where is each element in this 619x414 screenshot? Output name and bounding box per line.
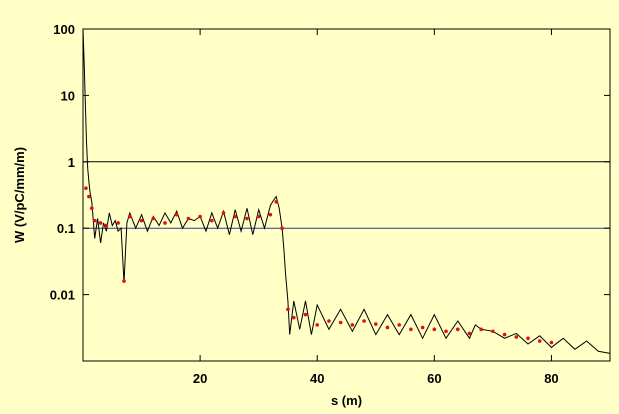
series-marker <box>89 206 94 211</box>
series-marker <box>198 214 202 219</box>
series-marker <box>385 325 390 330</box>
series-marker <box>151 216 156 221</box>
x-tick-label: 20 <box>193 371 207 386</box>
series-marker <box>537 339 542 343</box>
series-marker <box>373 322 378 326</box>
series-marker <box>315 323 320 327</box>
series-marker <box>362 319 366 323</box>
series-marker <box>491 329 495 334</box>
x-tick-label: 40 <box>310 371 324 386</box>
series-marker <box>104 223 109 228</box>
series-marker <box>409 327 413 332</box>
series-marker <box>526 336 530 341</box>
series-marker <box>514 335 519 339</box>
y-tick-label: 100 <box>53 22 75 37</box>
series-marker <box>233 214 238 219</box>
series-marker <box>286 307 290 312</box>
series-marker <box>444 329 448 334</box>
series-marker <box>116 221 120 225</box>
series-marker <box>221 211 226 215</box>
series-marker <box>338 320 343 325</box>
reference-lines <box>83 161 610 229</box>
series-line-0 <box>82 28 611 354</box>
series-marker <box>479 327 483 332</box>
series-marker <box>256 214 261 219</box>
series-marker <box>502 332 507 337</box>
y-tick-label: 0.1 <box>57 221 75 236</box>
ticks-layer: 20 40 60 80 0.01 0.1 1 10 100 <box>50 22 610 386</box>
series-marker <box>327 319 331 323</box>
series-marker <box>186 216 191 221</box>
series-marker <box>303 312 308 317</box>
series-marker <box>292 315 296 320</box>
y-axis-label: W (V/pC/mm/m) <box>12 147 27 243</box>
x-tick-label: 80 <box>544 371 558 386</box>
series-marker <box>280 226 284 230</box>
series-marker <box>174 212 179 217</box>
series-marker <box>432 327 437 332</box>
series-marker <box>128 214 132 219</box>
y-tick-label: 0.01 <box>50 288 75 303</box>
series-marker <box>122 279 126 283</box>
y-tick-label: 10 <box>61 88 75 103</box>
plot-frame <box>82 28 611 362</box>
series-marker <box>549 340 554 345</box>
series-marker <box>84 186 88 191</box>
series-marker <box>350 323 355 327</box>
series-marker <box>274 199 279 204</box>
y-tick-label: 1 <box>68 155 75 170</box>
series-marker <box>397 323 402 327</box>
x-tick-label: 60 <box>427 371 441 386</box>
series-marker <box>467 331 472 336</box>
series-marker <box>163 221 167 225</box>
series-marker <box>268 212 273 217</box>
x-axis-label: s (m) <box>331 393 362 408</box>
series-marker <box>98 221 103 225</box>
series-marker <box>420 325 425 330</box>
series-marker <box>210 218 214 223</box>
series-marker <box>245 216 249 221</box>
series-layer <box>82 28 611 354</box>
series-marker <box>139 218 144 223</box>
series-marker <box>87 194 91 199</box>
series-marker <box>455 327 460 332</box>
series-marker <box>92 218 97 223</box>
